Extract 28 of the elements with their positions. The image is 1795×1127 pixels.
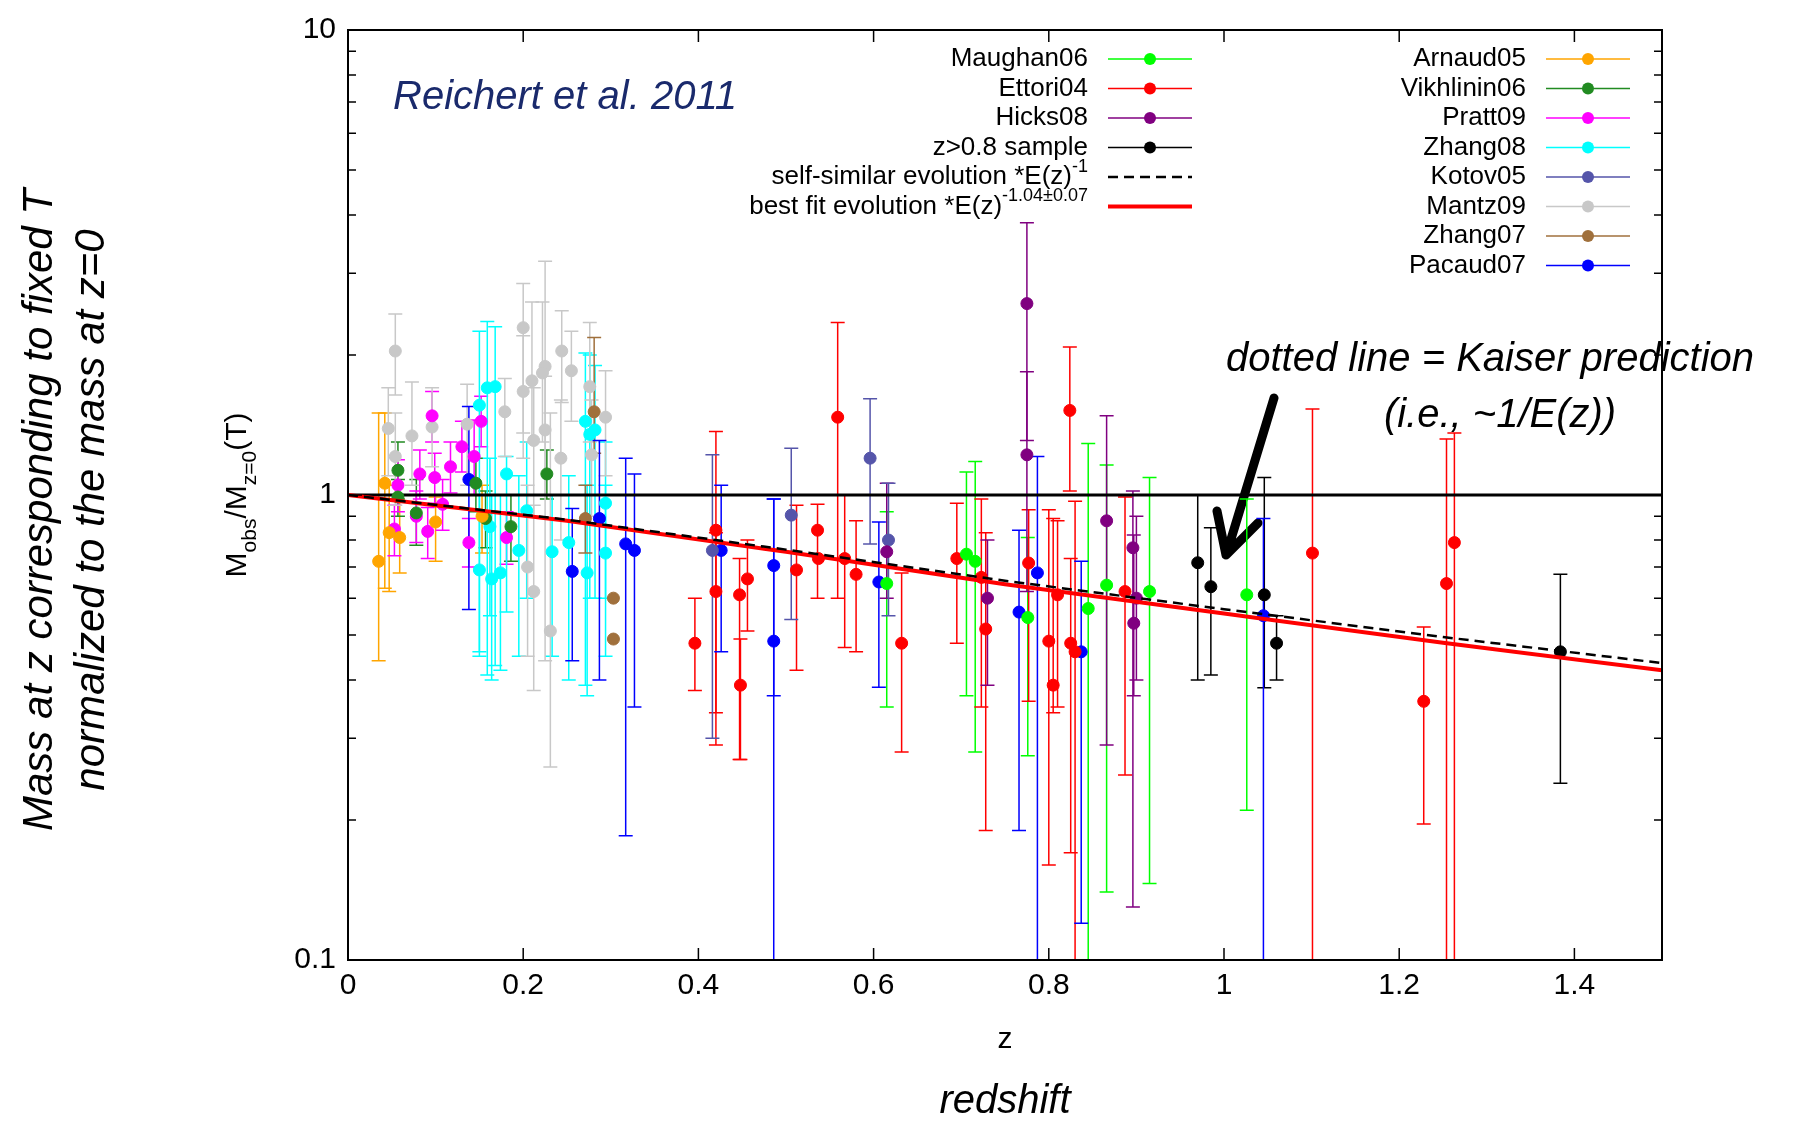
- text: redshift: [939, 1077, 1073, 1122]
- legend-label: Kotov05: [1430, 160, 1526, 191]
- x-tick-label: 1.4: [1553, 967, 1596, 1001]
- x-tick-label: 0.2: [502, 967, 545, 1001]
- annotation: Reichert et al. 2011: [393, 73, 737, 118]
- y-tick-label: 0.1: [294, 941, 336, 975]
- legend-label: z>0.8 sample: [932, 130, 1089, 161]
- x-tick-label: 1: [1215, 967, 1233, 1001]
- legend-label: Vikhlinin06: [1400, 71, 1526, 102]
- legend-label: Pacaud07: [1408, 248, 1527, 279]
- legend-label: Zhang08: [1423, 130, 1527, 161]
- legend-label: Pratt09: [1442, 101, 1526, 132]
- y-axis-title: Mobs/Mz=0(T): [219, 412, 260, 578]
- legend-label: Ettori04: [998, 71, 1089, 102]
- legend-label: Maughan06: [950, 42, 1089, 73]
- legend-label: Arnaud05: [1413, 42, 1527, 73]
- y-tick-label: 10: [302, 11, 336, 45]
- x-tick-label: 0.8: [1027, 967, 1070, 1001]
- y-tick-label: 1: [319, 476, 336, 510]
- legend-label: Hicks08: [995, 101, 1089, 132]
- x-axis-title: z: [997, 1021, 1013, 1055]
- x-tick-label: 1.2: [1378, 967, 1421, 1001]
- legend-label: Mantz09: [1426, 189, 1527, 220]
- text: Mass at z corresponding to fixed T normalized to the mass at z=0: [13, 185, 113, 831]
- x-tick-label: 0.6: [852, 967, 895, 1001]
- legend-label: Zhang07: [1423, 219, 1527, 250]
- x-tick-label: 0.4: [677, 967, 720, 1001]
- x-tick-label: 0: [339, 967, 357, 1001]
